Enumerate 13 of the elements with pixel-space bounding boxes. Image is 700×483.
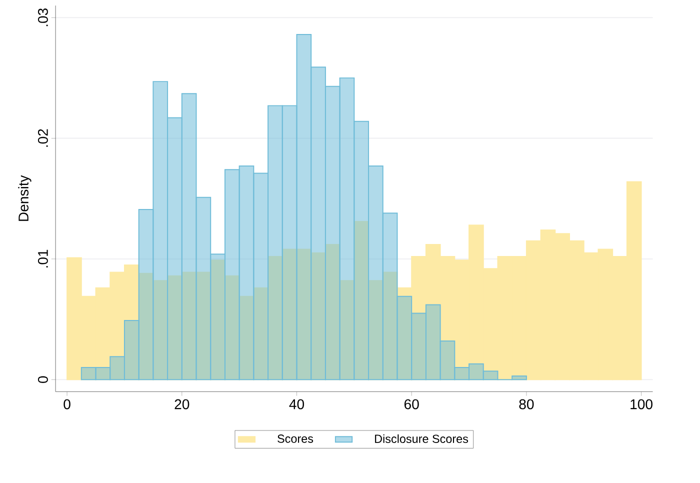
y-axis-title: Density [18,175,32,221]
x-tick-label: 60 [404,399,419,410]
y-tick-label: 0 [38,376,48,383]
legend-label: Disclosure Scores [375,434,468,443]
x-tick-label: 100 [630,399,652,410]
x-tick-label: 20 [174,399,190,410]
x-tick-label: 0 [64,399,70,410]
x-tick-label: 80 [519,399,534,410]
x-tick-label: 40 [289,399,304,410]
y-tick-label: .02 [38,129,48,147]
y-tick-label: .03 [38,8,48,26]
legend-label: Scores [278,434,314,443]
y-tick-label: .01 [38,250,48,268]
